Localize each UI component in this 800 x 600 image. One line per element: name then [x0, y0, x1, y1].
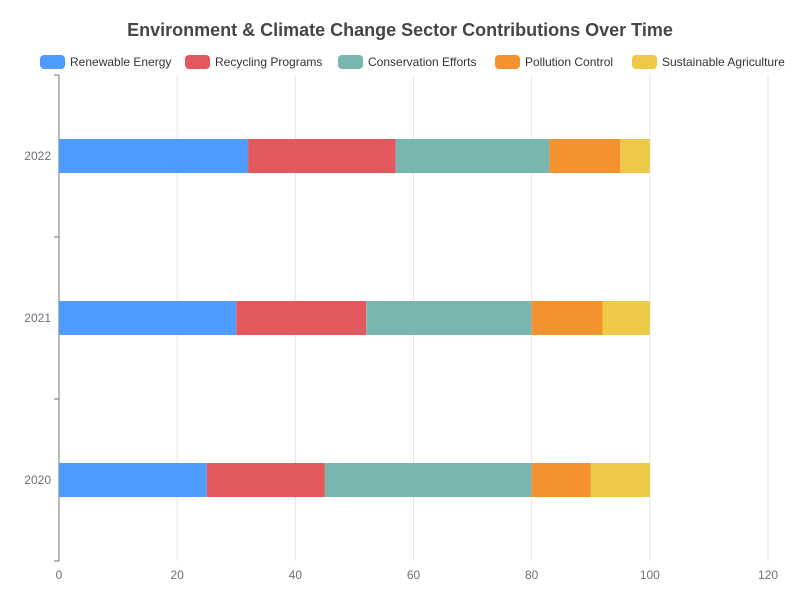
x-tick-label: 120	[758, 568, 778, 582]
legend-swatch	[632, 55, 657, 69]
bar-recycling-programs-2022	[248, 139, 396, 173]
bar-conservation-efforts-2021	[366, 301, 532, 335]
bar-renewable-energy-2021	[59, 301, 237, 335]
bar-pollution-control-2022	[549, 139, 621, 173]
legend-item-conservation-efforts[interactable]: Conservation Efforts	[338, 53, 477, 71]
bar-sustainable-agriculture-2021	[602, 301, 650, 335]
y-tick-label: 2022	[24, 149, 51, 163]
x-tick-label: 40	[289, 568, 303, 582]
legend-label: Recycling Programs	[215, 55, 323, 69]
x-tick-label: 60	[407, 568, 421, 582]
bar-renewable-energy-2020	[59, 463, 207, 497]
bar-sustainable-agriculture-2020	[590, 463, 650, 497]
bar-conservation-efforts-2022	[395, 139, 550, 173]
y-tick-label: 2021	[24, 311, 51, 325]
bar-renewable-energy-2022	[59, 139, 249, 173]
legend-item-pollution-control[interactable]: Pollution Control	[495, 53, 613, 71]
y-tick-label: 2020	[24, 473, 51, 487]
x-tick-label: 80	[525, 568, 539, 582]
x-tick-label: 0	[56, 568, 63, 582]
legend-swatch	[338, 55, 363, 69]
bar-recycling-programs-2021	[236, 301, 367, 335]
x-tick-label: 100	[640, 568, 660, 582]
legend-label: Pollution Control	[525, 55, 614, 69]
bar-conservation-efforts-2020	[324, 463, 532, 497]
legend-swatch	[40, 55, 65, 69]
chart-title: Environment & Climate Change Sector Cont…	[127, 20, 673, 40]
legend-item-sustainable-agriculture[interactable]: Sustainable Agriculture	[632, 53, 785, 71]
legend-item-recycling-programs[interactable]: Recycling Programs	[185, 53, 322, 71]
legend-label: Renewable Energy	[70, 55, 172, 69]
x-tick-label: 20	[170, 568, 184, 582]
bar-pollution-control-2020	[531, 463, 591, 497]
legend-label: Conservation Efforts	[368, 55, 477, 69]
legend-label: Sustainable Agriculture	[662, 55, 785, 69]
legend-item-renewable-energy[interactable]: Renewable Energy	[40, 53, 171, 71]
legend-swatch	[185, 55, 210, 69]
bar-recycling-programs-2020	[206, 463, 325, 497]
bar-sustainable-agriculture-2022	[620, 139, 650, 173]
legend-swatch	[495, 55, 520, 69]
legend: Renewable Energy Recycling Programs Cons…	[40, 53, 800, 71]
bar-pollution-control-2021	[531, 301, 603, 335]
